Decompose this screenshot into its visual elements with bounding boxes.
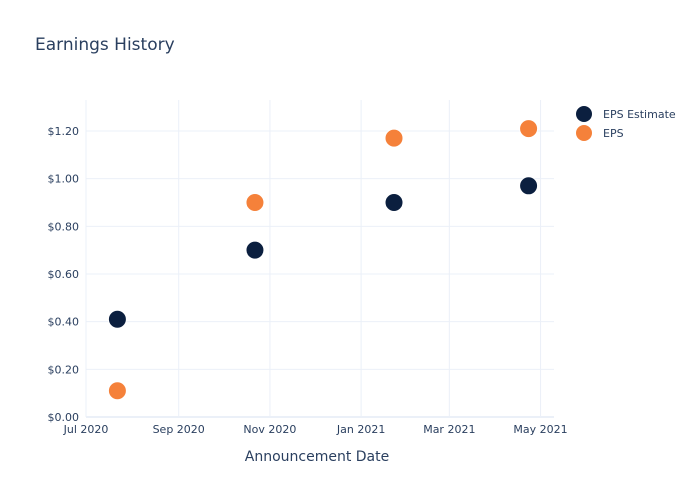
data-points (107, 119, 539, 401)
data-point[interactable] (245, 192, 265, 212)
y-tick-label: $0.40 (48, 316, 80, 329)
data-point[interactable] (107, 381, 127, 401)
data-point[interactable] (384, 192, 404, 212)
legend[interactable]: EPS Estimate EPS (576, 106, 676, 141)
series-0 (107, 176, 539, 329)
y-tick-label: $0.60 (48, 268, 80, 281)
legend-marker (576, 106, 592, 122)
y-tick-label: $1.20 (48, 125, 80, 138)
data-point[interactable] (519, 119, 539, 139)
tick-labels: Jul 2020 Sep 2020 Nov 2020 Jan 2021 Mar 2021… (48, 125, 568, 436)
legend-item[interactable]: EPS (576, 125, 624, 141)
y-tick-label: $0.20 (48, 363, 80, 376)
x-tick-label: May 2021 (513, 423, 567, 436)
x-tick-label: Mar 2021 (423, 423, 475, 436)
grid (85, 100, 554, 418)
series-1 (107, 119, 539, 401)
y-tick-label: $0.00 (48, 411, 80, 424)
x-axis-title: Announcement Date (245, 449, 389, 465)
legend-item[interactable]: EPS Estimate (576, 106, 676, 122)
data-point[interactable] (384, 128, 404, 148)
legend-label: EPS (603, 127, 624, 140)
data-point[interactable] (245, 240, 265, 260)
x-tick-label: Nov 2020 (243, 423, 296, 436)
x-tick-label: Jan 2021 (336, 423, 385, 436)
data-point[interactable] (519, 176, 539, 196)
x-tick-label: Sep 2020 (153, 423, 205, 436)
legend-label: EPS Estimate (603, 108, 676, 121)
data-point[interactable] (107, 309, 127, 329)
legend-marker (576, 125, 592, 141)
y-tick-label: $0.80 (48, 220, 80, 233)
y-tick-label: $1.00 (48, 173, 80, 186)
x-tick-label: Jul 2020 (63, 423, 109, 436)
chart-title: Earnings History (35, 35, 175, 55)
